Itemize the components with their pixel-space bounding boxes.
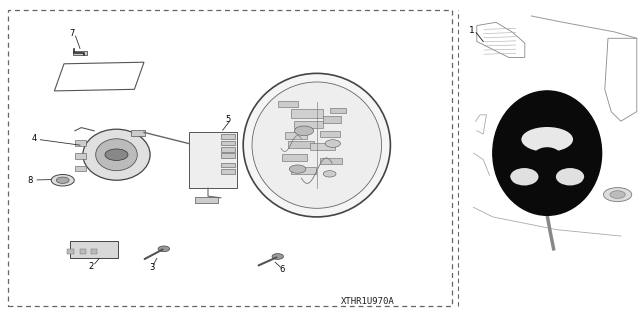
Bar xyxy=(131,130,145,136)
Bar xyxy=(70,241,118,258)
Text: 4: 4 xyxy=(31,134,36,143)
Ellipse shape xyxy=(510,168,538,185)
Ellipse shape xyxy=(522,127,573,152)
Bar xyxy=(75,153,86,159)
Bar xyxy=(288,141,314,148)
Text: 8: 8 xyxy=(28,176,33,185)
Text: 3: 3 xyxy=(149,263,154,271)
Bar xyxy=(330,108,346,113)
Ellipse shape xyxy=(96,139,138,171)
Bar xyxy=(285,132,307,139)
Bar xyxy=(291,109,323,118)
Bar xyxy=(73,51,87,55)
Bar xyxy=(294,121,323,128)
Circle shape xyxy=(56,177,69,183)
Ellipse shape xyxy=(493,91,602,215)
Text: 2: 2 xyxy=(88,262,93,271)
Bar xyxy=(189,132,237,188)
Circle shape xyxy=(323,171,336,177)
Circle shape xyxy=(105,149,128,160)
Ellipse shape xyxy=(556,168,584,185)
Bar xyxy=(282,154,307,161)
Circle shape xyxy=(325,140,340,147)
Bar xyxy=(310,143,335,150)
Ellipse shape xyxy=(243,73,390,217)
Bar xyxy=(8,10,452,306)
Bar xyxy=(291,167,316,174)
Circle shape xyxy=(610,191,625,198)
Ellipse shape xyxy=(532,147,562,169)
Text: 5: 5 xyxy=(226,115,231,124)
Circle shape xyxy=(51,174,74,186)
Bar xyxy=(221,147,235,152)
Bar xyxy=(323,116,341,123)
Circle shape xyxy=(604,188,632,202)
Bar xyxy=(221,153,235,158)
Circle shape xyxy=(158,246,170,252)
Circle shape xyxy=(289,165,306,173)
Bar xyxy=(221,141,235,145)
Bar xyxy=(195,197,218,203)
Bar xyxy=(75,140,86,146)
Text: 1: 1 xyxy=(470,26,475,35)
Bar xyxy=(221,163,235,167)
Bar xyxy=(320,131,340,137)
Text: 6: 6 xyxy=(279,265,284,274)
Bar xyxy=(221,134,235,139)
Circle shape xyxy=(272,254,284,259)
Text: 7: 7 xyxy=(70,29,75,38)
Ellipse shape xyxy=(252,82,381,208)
Bar xyxy=(67,249,74,254)
Bar xyxy=(320,158,342,164)
Bar xyxy=(91,249,97,254)
Bar xyxy=(80,249,86,254)
Circle shape xyxy=(294,126,314,136)
Ellipse shape xyxy=(83,129,150,180)
Bar xyxy=(278,101,298,107)
Bar xyxy=(75,166,86,171)
Text: XTHR1U970A: XTHR1U970A xyxy=(341,297,395,306)
Bar xyxy=(221,169,235,174)
